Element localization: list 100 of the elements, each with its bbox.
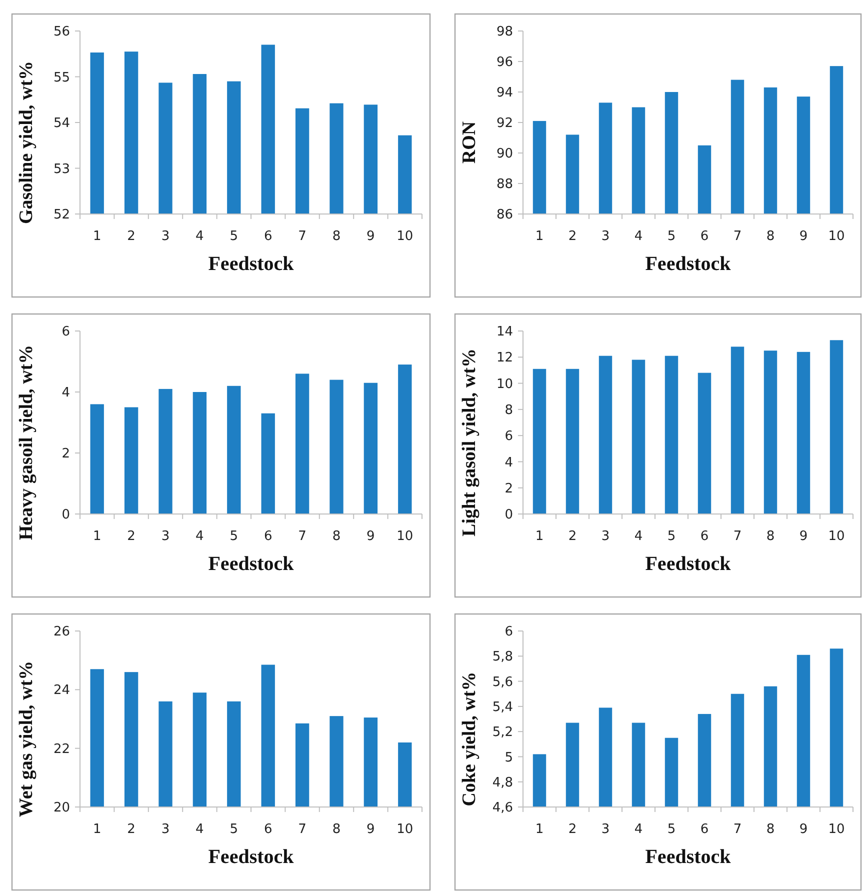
- x-axis-title: Feedstock: [645, 253, 732, 275]
- x-tick-label: 5: [230, 229, 238, 244]
- y-tick-label: 4,6: [492, 800, 513, 816]
- y-tick-label: 86: [496, 208, 513, 223]
- bar: [295, 374, 310, 514]
- bar: [90, 404, 104, 514]
- x-tick-label: 3: [601, 529, 610, 544]
- y-tick-label: 12: [496, 350, 513, 366]
- x-tick-label: 3: [161, 229, 170, 244]
- x-tick-label: 9: [366, 822, 375, 837]
- x-tick-label: 7: [733, 529, 742, 544]
- y-tick-label: 56: [53, 24, 70, 40]
- x-tick-label: 10: [396, 822, 414, 837]
- x-tick-label: 4: [634, 229, 643, 244]
- y-axis-title: Gasoline yield, wt%: [16, 60, 37, 224]
- x-tick-label: 5: [230, 529, 238, 544]
- x-tick-label: 4: [634, 529, 643, 544]
- y-tick-label: 10: [496, 376, 513, 392]
- y-tick-label: 20: [53, 800, 70, 816]
- x-axis-title: Feedstock: [208, 553, 295, 575]
- y-tick-label: 90: [496, 146, 513, 162]
- y-tick-label: 26: [53, 624, 70, 640]
- x-tick-label: 1: [535, 229, 544, 244]
- bar: [532, 368, 546, 514]
- bar: [830, 340, 844, 514]
- x-tick-label: 5: [230, 822, 238, 837]
- x-tick-label: 1: [92, 822, 102, 837]
- bar: [227, 386, 241, 514]
- y-tick-label: 4: [504, 455, 513, 470]
- bar: [566, 368, 580, 514]
- x-axis-title: Feedstock: [645, 553, 732, 575]
- x-tick-label: 10: [828, 529, 845, 544]
- y-axis-title: Coke yield, wt%: [459, 672, 480, 806]
- x-tick-label: 4: [196, 822, 204, 837]
- x-tick-label: 8: [766, 229, 775, 244]
- x-tick-label: 2: [568, 529, 577, 544]
- x-tick-label: 9: [799, 229, 808, 244]
- x-tick-label: 3: [601, 822, 610, 837]
- x-tick-label: 5: [667, 529, 676, 544]
- x-tick-label: 4: [634, 822, 643, 837]
- x-tick-label: 10: [828, 822, 845, 837]
- x-tick-label: 5: [667, 229, 676, 244]
- y-tick-label: 14: [496, 324, 513, 340]
- bar: [796, 352, 810, 514]
- bar: [364, 382, 378, 514]
- x-tick-label: 2: [568, 822, 577, 837]
- x-tick-label: 1: [535, 822, 544, 837]
- y-tick-label: 5: [504, 750, 513, 766]
- y-tick-label: 6: [504, 429, 513, 444]
- y-tick-label: 96: [496, 55, 513, 70]
- y-tick-label: 0: [504, 508, 513, 523]
- bar: [192, 392, 207, 514]
- x-tick-label: 6: [700, 229, 709, 244]
- y-tick-label: 92: [496, 116, 513, 132]
- y-tick-label: 5,6: [492, 674, 513, 690]
- x-tick-label: 6: [264, 529, 272, 544]
- y-axis-title: Heavy gasoil yield, wt%: [16, 344, 37, 540]
- bar: [398, 364, 412, 514]
- y-tick-label: 4: [62, 386, 70, 401]
- x-tick-label: 8: [332, 529, 341, 544]
- bar: [330, 380, 344, 514]
- x-tick-label: 9: [366, 229, 375, 244]
- y-tick-label: 98: [496, 24, 513, 40]
- x-axis-title: Feedstock: [645, 846, 732, 868]
- x-tick-label: 9: [366, 529, 375, 544]
- x-tick-label: 10: [396, 229, 414, 244]
- x-tick-label: 1: [92, 529, 102, 544]
- bar: [664, 356, 678, 514]
- bar: [698, 372, 712, 514]
- y-axis-title: RON: [459, 121, 480, 164]
- y-tick-label: 88: [496, 177, 513, 192]
- x-tick-label: 3: [601, 229, 610, 244]
- y-tick-label: 24: [53, 683, 70, 698]
- y-tick-label: 5,2: [492, 725, 513, 740]
- bar: [158, 388, 172, 514]
- y-tick-label: 0: [62, 508, 70, 523]
- y-tick-label: 5,8: [492, 650, 513, 665]
- x-tick-label: 10: [396, 529, 414, 544]
- y-tick-label: 52: [53, 208, 70, 223]
- x-tick-label: 6: [264, 229, 272, 244]
- x-tick-label: 3: [161, 822, 170, 837]
- y-tick-label: 54: [53, 116, 70, 132]
- bar: [261, 413, 275, 514]
- x-tick-label: 2: [568, 229, 577, 244]
- x-tick-label: 6: [700, 822, 709, 837]
- y-tick-label: 53: [53, 162, 70, 177]
- x-tick-label: 7: [733, 229, 742, 244]
- x-tick-label: 5: [667, 822, 676, 837]
- x-tick-label: 4: [196, 229, 204, 244]
- bar: [124, 407, 138, 514]
- x-axis-title: Feedstock: [208, 253, 295, 275]
- y-tick-label: 94: [496, 86, 513, 101]
- x-tick-label: 9: [799, 822, 808, 837]
- y-tick-label: 5,4: [492, 700, 513, 715]
- x-tick-label: 7: [298, 822, 306, 837]
- x-tick-label: 7: [733, 822, 742, 837]
- y-tick-label: 8: [504, 402, 513, 418]
- x-tick-label: 2: [127, 822, 136, 837]
- x-axis-title: Feedstock: [208, 846, 295, 868]
- y-tick-label: 4,8: [492, 775, 513, 790]
